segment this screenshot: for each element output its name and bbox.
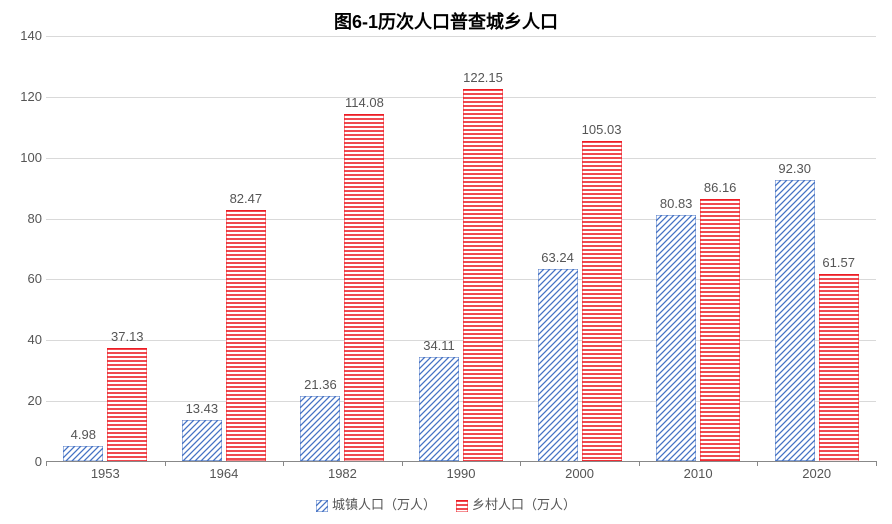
x-axis-label: 2020: [802, 466, 831, 481]
x-tick: [876, 461, 877, 466]
x-axis-label: 2010: [684, 466, 713, 481]
x-axis-label: 1982: [328, 466, 357, 481]
gridline: [46, 97, 876, 98]
y-axis-label: 120: [2, 89, 42, 104]
bar: [419, 357, 459, 461]
bar: [344, 114, 384, 461]
y-axis-label: 20: [2, 393, 42, 408]
bar: [582, 141, 622, 461]
x-tick: [520, 461, 521, 466]
chart-title: 图6-1历次人口普查城乡人口: [0, 8, 892, 34]
legend-item: 城镇人口（万人）: [316, 494, 436, 513]
y-axis-label: 60: [2, 271, 42, 286]
bar: [775, 180, 815, 461]
bar: [700, 199, 740, 461]
value-label: 122.15: [463, 70, 503, 85]
gridline: [46, 401, 876, 402]
x-tick: [402, 461, 403, 466]
x-tick: [46, 461, 47, 466]
chart-container: 图6-1历次人口普查城乡人口 4.98 37.13 13.43 82.47 21.36 1…: [0, 0, 892, 524]
value-label: 80.83: [660, 196, 693, 211]
gridline: [46, 279, 876, 280]
value-label: 21.36: [304, 377, 337, 392]
gridline: [46, 219, 876, 220]
gridline: [46, 158, 876, 159]
x-tick: [639, 461, 640, 466]
bar: [538, 269, 578, 461]
x-tick: [165, 461, 166, 466]
gridline: [46, 340, 876, 341]
legend-swatch: [316, 500, 328, 512]
bar: [63, 446, 103, 461]
x-tick: [757, 461, 758, 466]
value-label: 37.13: [111, 329, 144, 344]
x-axis-label: 1964: [209, 466, 238, 481]
value-label: 92.30: [778, 161, 811, 176]
value-label: 4.98: [71, 427, 96, 442]
value-label: 61.57: [822, 255, 855, 270]
value-label: 82.47: [230, 191, 263, 206]
y-axis-label: 140: [2, 28, 42, 43]
value-label: 86.16: [704, 180, 737, 195]
bar: [819, 274, 859, 461]
bar: [226, 210, 266, 461]
value-label: 105.03: [582, 122, 622, 137]
bar: [107, 348, 147, 461]
value-label: 114.08: [345, 95, 384, 110]
y-axis-label: 100: [2, 150, 42, 165]
bar: [463, 89, 503, 461]
legend-label: 乡村人口（万人）: [472, 497, 576, 512]
value-label: 13.43: [186, 401, 219, 416]
plot-area: 4.98 37.13 13.43 82.47 21.36 114.08 34.11 122.1…: [46, 36, 876, 462]
bar: [182, 420, 222, 461]
legend-swatch: [456, 500, 468, 512]
value-label: 63.24: [541, 250, 574, 265]
x-axis-label: 1990: [447, 466, 476, 481]
value-label: 34.11: [423, 338, 455, 353]
legend-item: 乡村人口（万人）: [456, 494, 576, 513]
x-axis-label: 2000: [565, 466, 594, 481]
bar: [656, 215, 696, 461]
y-axis-label: 80: [2, 211, 42, 226]
legend: 城镇人口（万人） 乡村人口（万人）: [0, 494, 892, 513]
y-axis-label: 0: [2, 454, 42, 469]
y-axis-label: 40: [2, 332, 42, 347]
x-tick: [283, 461, 284, 466]
x-axis-label: 1953: [91, 466, 120, 481]
legend-label: 城镇人口（万人）: [332, 497, 436, 512]
bar: [300, 396, 340, 461]
gridline: [46, 36, 876, 37]
